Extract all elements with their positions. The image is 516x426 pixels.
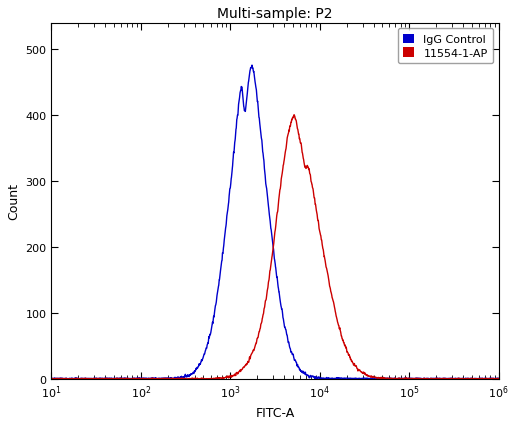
Title: Multi-sample: P2: Multi-sample: P2	[217, 7, 333, 21]
X-axis label: FITC-A: FITC-A	[255, 406, 295, 419]
Legend: IgG Control, 11554-1-AP: IgG Control, 11554-1-AP	[398, 29, 493, 64]
Y-axis label: Count: Count	[7, 183, 20, 220]
